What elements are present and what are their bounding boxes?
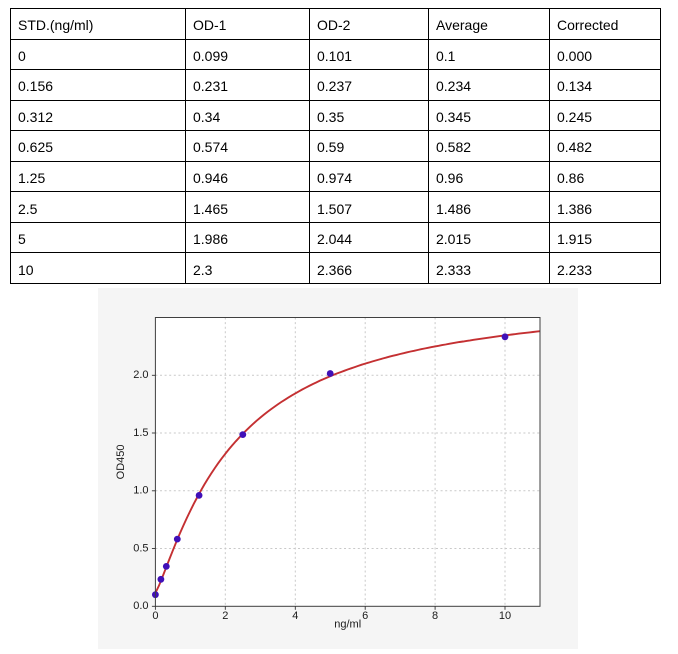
svg-text:6: 6 <box>362 610 368 622</box>
svg-text:OD450: OD450 <box>115 444 127 479</box>
svg-text:ng/ml: ng/ml <box>334 619 361 631</box>
svg-text:0.0: 0.0 <box>133 600 148 612</box>
svg-text:2: 2 <box>222 610 228 622</box>
svg-text:10: 10 <box>499 610 511 622</box>
svg-text:2.0: 2.0 <box>133 369 148 381</box>
svg-text:4: 4 <box>292 610 298 622</box>
svg-text:1.5: 1.5 <box>133 427 148 439</box>
svg-text:1.0: 1.0 <box>133 485 148 497</box>
svg-text:0: 0 <box>152 610 158 622</box>
svg-text:8: 8 <box>432 610 438 622</box>
svg-text:0.5: 0.5 <box>133 542 148 554</box>
